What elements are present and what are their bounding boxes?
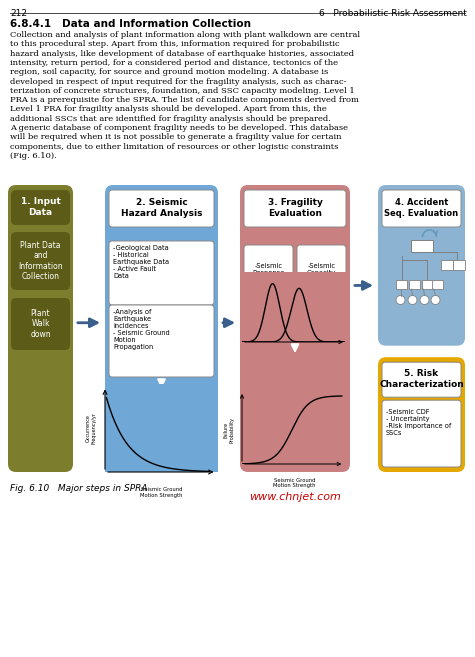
FancyBboxPatch shape bbox=[11, 190, 70, 225]
Text: 3. Fragility
Evaluation: 3. Fragility Evaluation bbox=[267, 198, 323, 217]
FancyBboxPatch shape bbox=[382, 190, 461, 227]
Text: A generic database of component fragility needs to be developed. This database: A generic database of component fragilit… bbox=[10, 124, 348, 132]
Text: Plant
Walk
down: Plant Walk down bbox=[30, 309, 51, 339]
FancyBboxPatch shape bbox=[11, 232, 70, 290]
Circle shape bbox=[431, 296, 440, 304]
Text: intensity, return period, for a considered period and distance, tectonics of the: intensity, return period, for a consider… bbox=[10, 59, 338, 67]
FancyBboxPatch shape bbox=[109, 190, 214, 227]
Text: components, due to either limitation of resources or other logistic constraints: components, due to either limitation of … bbox=[10, 143, 338, 150]
FancyBboxPatch shape bbox=[244, 245, 293, 300]
Text: hazard analysis, like development of database of earthquake histories, associate: hazard analysis, like development of dat… bbox=[10, 49, 354, 58]
Bar bbox=[441, 260, 453, 270]
Text: Seismic Ground
Motion Strength: Seismic Ground Motion Strength bbox=[273, 478, 315, 488]
FancyBboxPatch shape bbox=[297, 245, 346, 300]
Text: Seismic Ground
Motion Strength: Seismic Ground Motion Strength bbox=[140, 487, 183, 498]
Text: (Fig. 6.10).: (Fig. 6.10). bbox=[10, 152, 57, 160]
Text: Occurrence
Frequency/yr: Occurrence Frequency/yr bbox=[86, 413, 96, 444]
FancyBboxPatch shape bbox=[378, 357, 465, 472]
Bar bbox=[408, 280, 419, 289]
Bar bbox=[453, 260, 465, 270]
Text: 6   Probabilistic Risk Assessment: 6 Probabilistic Risk Assessment bbox=[319, 9, 467, 18]
Text: www.chnjet.com: www.chnjet.com bbox=[249, 492, 341, 502]
Bar bbox=[431, 280, 443, 289]
FancyBboxPatch shape bbox=[382, 362, 461, 397]
Circle shape bbox=[408, 296, 417, 304]
FancyBboxPatch shape bbox=[8, 185, 73, 472]
Text: PRA is a prerequisite for the SPRA. The list of candidate components derived fro: PRA is a prerequisite for the SPRA. The … bbox=[10, 96, 359, 104]
Text: to this procedural step. Apart from this, information required for probabilistic: to this procedural step. Apart from this… bbox=[10, 40, 340, 49]
FancyBboxPatch shape bbox=[109, 241, 214, 305]
Text: region, soil capacity, for source and ground motion modeling. A database is: region, soil capacity, for source and gr… bbox=[10, 68, 328, 76]
Text: 2. Seismic
Hazard Analysis: 2. Seismic Hazard Analysis bbox=[121, 198, 202, 217]
Text: terization of concrete structures, foundation, and SSC capacity modeling. Level : terization of concrete structures, found… bbox=[10, 87, 355, 95]
Text: -Seismic
Capacity
Evaluation: -Seismic Capacity Evaluation bbox=[304, 263, 339, 283]
Bar bbox=[396, 280, 407, 289]
Text: 6.8.4.1   Data and Information Collection: 6.8.4.1 Data and Information Collection bbox=[10, 19, 251, 29]
Circle shape bbox=[396, 296, 405, 304]
FancyBboxPatch shape bbox=[11, 298, 70, 350]
FancyBboxPatch shape bbox=[240, 185, 350, 472]
Text: -Geological Data
- Historical
Earthquake Data
- Active Fault
Data: -Geological Data - Historical Earthquake… bbox=[113, 245, 169, 279]
Text: Fig. 6.10   Major steps in SPRA: Fig. 6.10 Major steps in SPRA bbox=[10, 484, 148, 493]
Circle shape bbox=[420, 296, 429, 304]
Text: will be required when it is not possible to generate a fragility value for certa: will be required when it is not possible… bbox=[10, 133, 342, 141]
Text: Failure
Probability: Failure Probability bbox=[224, 417, 235, 443]
Text: 4. Accident
Seq. Evaluation: 4. Accident Seq. Evaluation bbox=[384, 198, 458, 217]
FancyBboxPatch shape bbox=[105, 185, 218, 472]
Text: additional SSCs that are identified for fragility analysis should be prepared.: additional SSCs that are identified for … bbox=[10, 115, 331, 123]
Text: 5. Risk
Characterization: 5. Risk Characterization bbox=[379, 369, 464, 389]
FancyBboxPatch shape bbox=[382, 400, 461, 467]
Bar bbox=[410, 240, 433, 252]
Text: -Seismic CDF
- Uncertainty
-Risk Importance of
SSCs: -Seismic CDF - Uncertainty -Risk Importa… bbox=[386, 409, 451, 436]
Text: 212: 212 bbox=[10, 9, 27, 18]
Text: Level 1 PRA for fragility analysis should be developed. Apart from this, the: Level 1 PRA for fragility analysis shoul… bbox=[10, 105, 327, 114]
Text: -Analysis of
Earthquake
incidences
- Seismic Ground
Motion
Propagation: -Analysis of Earthquake incidences - Sei… bbox=[113, 309, 170, 350]
FancyBboxPatch shape bbox=[378, 185, 465, 346]
FancyBboxPatch shape bbox=[109, 305, 214, 377]
Text: developed in respect of input required for the fragility analysis, such as chara: developed in respect of input required f… bbox=[10, 78, 346, 85]
Text: Plant Data
and
Information
Collection: Plant Data and Information Collection bbox=[18, 241, 63, 281]
Text: Collection and analysis of plant information along with plant walkdown are centr: Collection and analysis of plant informa… bbox=[10, 31, 360, 39]
Text: -Seismic
Response
Evaluation: -Seismic Response Evaluation bbox=[251, 263, 286, 283]
FancyBboxPatch shape bbox=[244, 190, 346, 227]
Bar bbox=[421, 280, 433, 289]
Text: 1. Input
Data: 1. Input Data bbox=[20, 197, 60, 217]
